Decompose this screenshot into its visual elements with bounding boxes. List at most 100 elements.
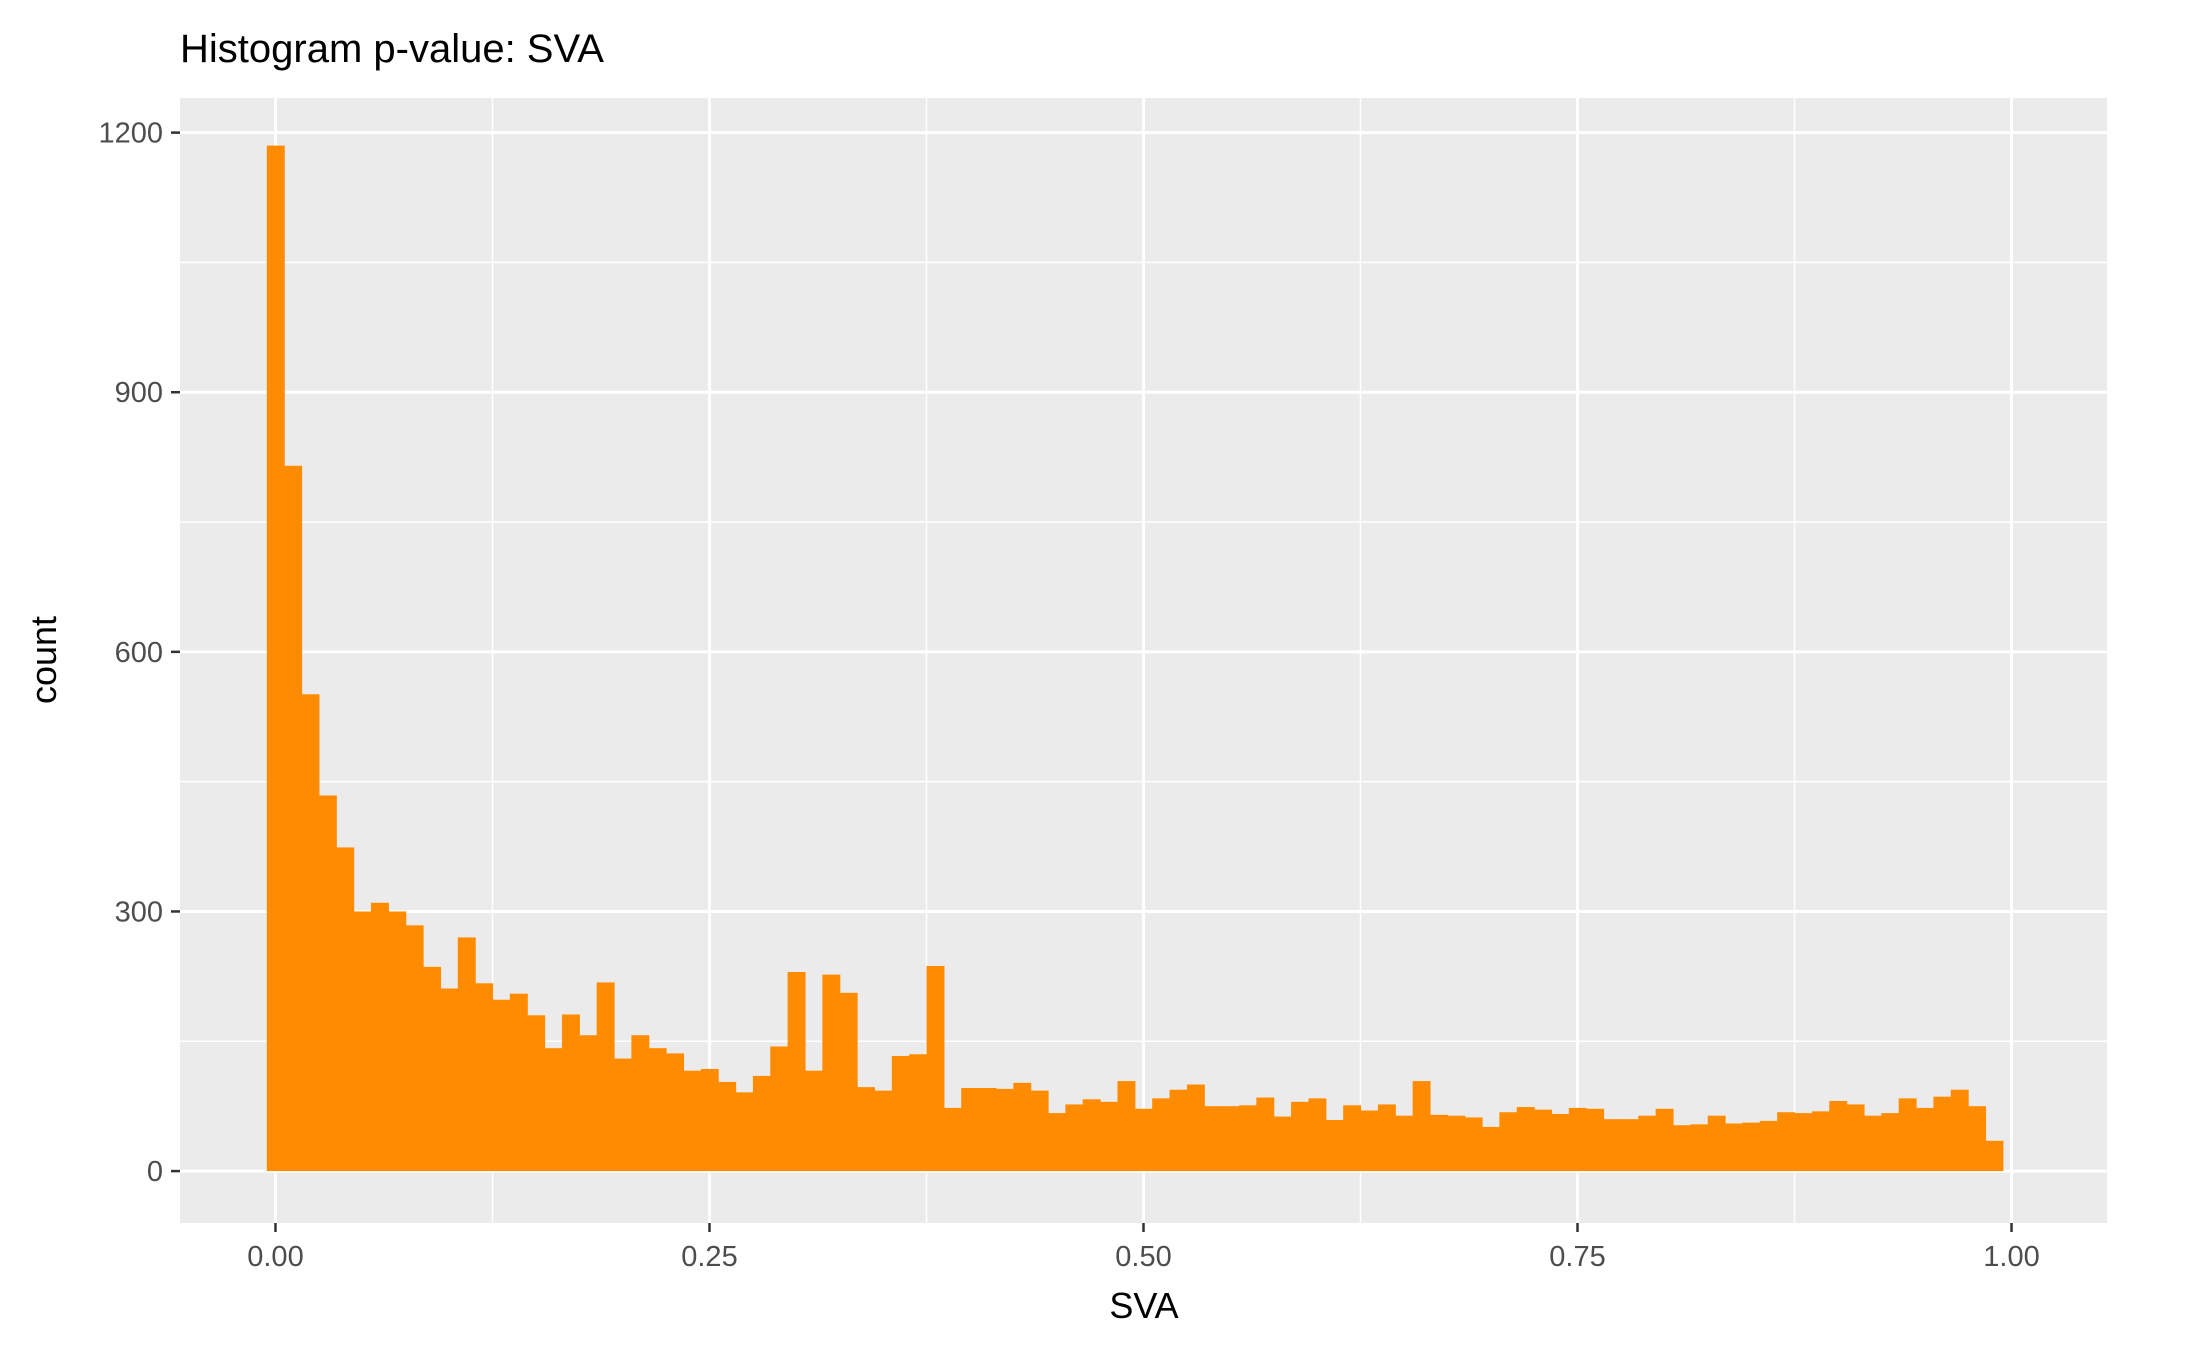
histogram-bar	[370, 902, 389, 1172]
histogram-bar	[1499, 1112, 1518, 1172]
histogram-bar	[1725, 1123, 1744, 1172]
histogram-bar	[388, 911, 407, 1172]
y-tick-label: 0	[147, 1156, 163, 1188]
histogram-bar	[1603, 1119, 1622, 1172]
histogram-bar	[1065, 1104, 1084, 1172]
histogram-bar	[1204, 1106, 1223, 1172]
x-tick-label: 0.25	[681, 1241, 737, 1273]
histogram-bar	[1638, 1115, 1657, 1172]
histogram-bar	[1742, 1122, 1761, 1172]
histogram-bar	[648, 1048, 667, 1172]
histogram-bar	[596, 982, 615, 1172]
histogram-bar	[1429, 1114, 1448, 1172]
y-tick-label: 1200	[98, 118, 163, 150]
histogram-bar	[1013, 1082, 1032, 1172]
histogram-bar	[1551, 1113, 1570, 1172]
histogram-bar	[631, 1035, 650, 1172]
histogram-bar	[1933, 1096, 1952, 1172]
histogram-bar	[475, 983, 494, 1172]
histogram-bar	[561, 1014, 580, 1172]
histogram-bar	[857, 1087, 876, 1172]
histogram-bar	[1898, 1098, 1917, 1172]
histogram-bar	[423, 966, 442, 1172]
histogram-bar	[1707, 1115, 1726, 1172]
histogram-bar	[666, 1053, 685, 1172]
histogram-bar	[353, 911, 372, 1172]
x-tick-label: 0.50	[1115, 1241, 1171, 1273]
x-axis: 0.00 0.25 0.50 0.75 1.00	[247, 1223, 2040, 1273]
histogram-bar	[579, 1035, 598, 1172]
histogram-bar	[1395, 1115, 1414, 1172]
y-axis: 0 300 600 900 1200	[98, 118, 180, 1188]
histogram-bar	[1412, 1081, 1431, 1172]
histogram-bar	[1169, 1089, 1188, 1172]
x-tick-label: 1.00	[1983, 1241, 2039, 1273]
histogram-bar	[909, 1054, 928, 1172]
histogram-bar	[1048, 1113, 1066, 1172]
histogram-bar	[718, 1081, 737, 1172]
y-tick-label: 600	[115, 637, 163, 669]
histogram-bar	[1082, 1099, 1101, 1172]
histogram-bar	[1447, 1115, 1466, 1172]
histogram-bar	[1325, 1120, 1344, 1172]
histogram-bar	[943, 1107, 962, 1172]
histogram-bar	[405, 925, 424, 1172]
histogram-bar	[1186, 1084, 1205, 1172]
histogram-bar	[1586, 1108, 1605, 1172]
x-tick-label: 0.75	[1549, 1241, 1605, 1273]
y-tick-label: 300	[115, 896, 163, 928]
histogram-bars	[266, 145, 2004, 1172]
histogram-bar	[822, 974, 841, 1172]
histogram-bar	[1846, 1104, 1865, 1172]
histogram-bar	[1238, 1105, 1257, 1172]
histogram-bar	[1534, 1109, 1553, 1172]
histogram-bar	[1152, 1098, 1171, 1172]
histogram-bar	[1291, 1101, 1310, 1172]
histogram-bar	[440, 988, 459, 1172]
histogram-bar	[1655, 1108, 1674, 1172]
histogram-bar	[891, 1055, 910, 1172]
histogram-bar	[787, 972, 806, 1172]
histogram-bar	[1863, 1115, 1882, 1172]
histogram-bar	[978, 1088, 997, 1172]
histogram-bar	[683, 1070, 702, 1172]
histogram-bar	[1516, 1107, 1535, 1172]
histogram-bar	[1134, 1108, 1153, 1172]
histogram-bar	[1256, 1097, 1275, 1172]
chart-title: Histogram p-value: SVA	[180, 27, 604, 71]
histogram-bar	[614, 1058, 632, 1172]
histogram-bar	[266, 145, 285, 1172]
histogram-bar	[1690, 1124, 1709, 1172]
histogram-bar	[1794, 1113, 1813, 1172]
histogram-bar	[527, 1015, 546, 1172]
histogram-bar	[318, 795, 337, 1172]
histogram-bar	[1273, 1116, 1292, 1172]
histogram-bar	[492, 999, 511, 1172]
histogram-bar	[770, 1046, 789, 1172]
histogram-bar	[1343, 1105, 1362, 1172]
histogram-bar	[839, 992, 858, 1172]
histogram-bar	[1759, 1120, 1778, 1172]
histogram-bar	[926, 965, 945, 1172]
histogram-bar	[1916, 1107, 1934, 1172]
histogram-bar	[1377, 1104, 1396, 1172]
histogram-bar	[1811, 1111, 1830, 1172]
histogram-bar	[1117, 1081, 1136, 1172]
histogram-bar	[1968, 1106, 1987, 1172]
histogram-bar	[961, 1088, 980, 1172]
histogram-bar	[301, 694, 320, 1172]
histogram-bar	[1881, 1113, 1900, 1172]
histogram-bar	[874, 1090, 893, 1172]
histogram-bar	[1985, 1140, 2004, 1172]
histogram-bar	[509, 993, 528, 1172]
histogram-bar	[336, 847, 355, 1172]
histogram-bar	[1360, 1110, 1379, 1172]
histogram-bar	[735, 1092, 754, 1172]
x-tick-label: 0.00	[247, 1241, 303, 1273]
histogram-bar	[1100, 1101, 1119, 1172]
histogram-bar	[1620, 1119, 1639, 1172]
histogram-bar	[1308, 1098, 1327, 1172]
y-tick-label: 900	[115, 377, 163, 409]
histogram-bar	[1568, 1107, 1587, 1172]
